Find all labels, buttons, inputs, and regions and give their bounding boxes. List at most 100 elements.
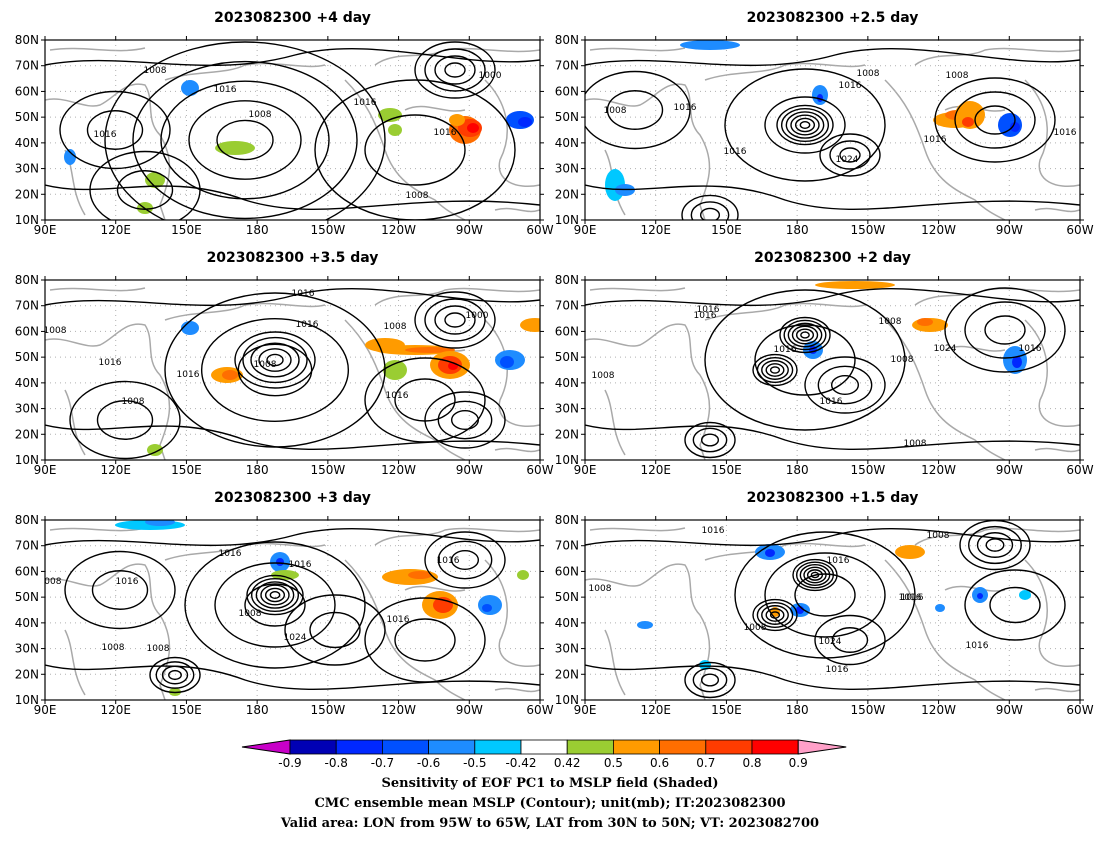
mslp-contour <box>704 289 906 431</box>
colorbar-label: 0.8 <box>742 756 761 770</box>
panel-title: 2023082300 +1.5 day <box>747 490 919 506</box>
contour-label: 1016 <box>1054 128 1077 138</box>
coastline <box>589 527 686 532</box>
contour-label: 1016 <box>219 549 242 559</box>
lon-tick-label: 150W <box>850 463 885 477</box>
mslp-contour <box>160 80 330 200</box>
lon-tick-label: 150E <box>711 703 742 717</box>
mslp-contour <box>830 374 860 396</box>
panel-title: 2023082300 +3.5 day <box>207 250 379 266</box>
lat-tick-label: 10N <box>15 213 39 227</box>
contour-label: 1008 <box>946 71 969 81</box>
coastline <box>494 687 540 693</box>
mslp-contour <box>414 291 496 349</box>
lat-tick-label: 30N <box>555 162 579 176</box>
mslp-contour <box>45 528 540 547</box>
sensitivity-shading <box>815 281 895 289</box>
contour-label: 1008 <box>604 106 627 116</box>
mslp-contour <box>954 91 1036 149</box>
mslp-contour <box>724 68 886 182</box>
sensitivity-shading <box>467 123 479 133</box>
contour-label: 1016 <box>674 103 697 113</box>
mslp-contour <box>585 48 1080 67</box>
contour-label: 1008 <box>879 317 902 327</box>
mslp-contour <box>761 605 789 625</box>
mslp-contour <box>184 541 366 669</box>
lon-tick-label: 90W <box>456 703 483 717</box>
contour-label: 1016 <box>899 593 922 603</box>
mslp-contour <box>985 538 1005 552</box>
contour-label: 1016 <box>289 560 312 570</box>
colorbar-label: 0.7 <box>696 756 715 770</box>
mslp-contour <box>45 48 540 67</box>
lon-tick-label: 150W <box>850 223 885 237</box>
mslp-contour <box>45 424 540 451</box>
lat-tick-label: 10N <box>15 453 39 467</box>
mslp-contour <box>434 55 476 85</box>
contour-label: 1024 <box>284 633 307 643</box>
contour-label: 1008 <box>384 322 407 332</box>
lon-tick-label: 120W <box>381 463 416 477</box>
contour-label: 1008 <box>592 371 615 381</box>
lon-tick-label: 90W <box>456 463 483 477</box>
lat-tick-label: 70N <box>15 59 39 73</box>
lat-tick-label: 20N <box>15 667 39 681</box>
lat-tick-label: 60N <box>15 324 39 338</box>
mslp-contour <box>264 587 286 603</box>
contour-label: 1016 <box>99 358 122 368</box>
contour-label: 1008 <box>927 531 950 541</box>
mslp-contour <box>91 570 149 610</box>
mslp-contour <box>964 569 1066 641</box>
coastline <box>404 585 466 592</box>
lat-tick-label: 60N <box>555 84 579 98</box>
mslp-contour <box>989 586 1041 624</box>
mslp-contour <box>149 656 201 694</box>
panel-frame <box>584 519 1081 701</box>
contour-label: 1008 <box>249 110 272 120</box>
contour-label: 1024 <box>819 637 842 647</box>
sensitivity-shading <box>181 80 199 96</box>
lon-tick-label: 120E <box>100 223 131 237</box>
colorbar-label: 0.5 <box>604 756 623 770</box>
sensitivity-shading <box>917 318 933 326</box>
mslp-contour <box>799 564 831 586</box>
lon-tick-label: 150E <box>171 703 202 717</box>
contour-label: 1016 <box>724 147 747 157</box>
colorbar-swatch <box>613 739 661 755</box>
lat-tick-label: 20N <box>555 427 579 441</box>
sensitivity-shading <box>378 108 402 122</box>
lon-tick-label: 90W <box>996 223 1023 237</box>
mslp-contour <box>414 41 496 99</box>
coastline <box>164 302 326 321</box>
lat-tick-label: 70N <box>555 59 579 73</box>
mslp-contour <box>450 549 480 571</box>
mslp-contour <box>250 342 300 378</box>
contour-label: 1008 <box>254 360 277 370</box>
lon-tick-label: 90E <box>34 223 57 237</box>
contour-label: 1000 <box>479 71 502 81</box>
lat-tick-label: 80N <box>15 513 39 527</box>
contour-label: 1016 <box>437 556 460 566</box>
lat-tick-label: 80N <box>15 33 39 47</box>
colorbar-swatch <box>520 739 568 755</box>
panel-title: 2023082300 +4 day <box>214 10 371 26</box>
sensitivity-shading <box>405 347 455 353</box>
mslp-contour <box>754 324 856 396</box>
mslp-contour <box>216 119 274 161</box>
lon-tick-label: 150E <box>711 463 742 477</box>
coastline <box>404 105 466 112</box>
mslp-contour <box>700 433 720 447</box>
mslp-contour <box>585 184 1080 211</box>
contour-label: 1016 <box>1019 344 1042 354</box>
colorbar-label: -0.9 <box>278 756 301 770</box>
mslp-contour <box>765 363 785 377</box>
lat-tick-label: 30N <box>555 402 579 416</box>
lon-tick-label: 150W <box>850 703 885 717</box>
map-background <box>585 520 1080 700</box>
lon-tick-label: 120W <box>381 223 416 237</box>
lat-tick-label: 50N <box>15 110 39 124</box>
coastline <box>589 287 686 292</box>
contour-label: 1008 <box>122 397 145 407</box>
